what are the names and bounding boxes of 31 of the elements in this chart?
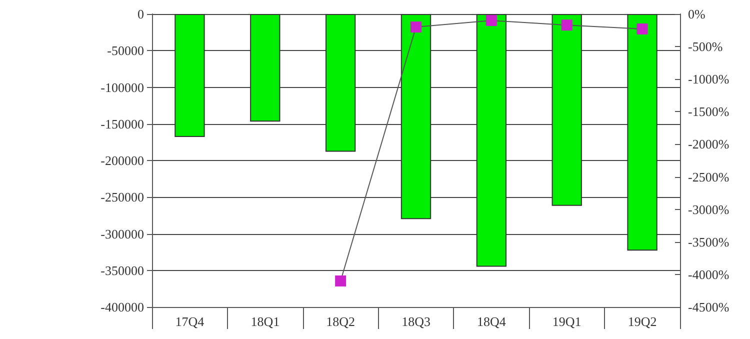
point: [636, 23, 648, 34]
y2-tick-label: -1500%: [688, 104, 730, 120]
y-tick-label: -150000: [100, 116, 144, 132]
y2-tick-label: -4000%: [688, 266, 730, 282]
x-tick-label: 17Q4: [175, 314, 205, 329]
y-tick-label: -300000: [100, 226, 144, 242]
y-tick-label: 0: [138, 6, 144, 22]
y-tick-label: -400000: [100, 300, 144, 314]
point: [486, 15, 497, 26]
x-tick-label: 18Q2: [326, 314, 356, 329]
y2-tick-label: -2000%: [688, 136, 730, 152]
x-tick-label: 18Q3: [402, 314, 430, 329]
y-tick-label: -100000: [100, 80, 144, 95]
y2-tick-label: -2500%: [688, 169, 730, 184]
y2-tick-label: -4500%: [688, 300, 730, 314]
point: [410, 22, 422, 33]
x-tick-label: 19Q2: [628, 314, 657, 329]
y-tick-label: -350000: [100, 262, 144, 278]
x-tick-label: 18Q1: [250, 314, 280, 329]
y2-tick-label: -500%: [688, 39, 723, 54]
x-tick-label: 18Q4: [476, 314, 506, 329]
y-tick-label: -50000: [107, 43, 144, 58]
x-tick-label: 19Q1: [552, 314, 582, 329]
y2-tick-label: -3000%: [688, 202, 730, 217]
point: [335, 275, 346, 286]
y2-tick-label: -3500%: [688, 234, 730, 250]
y-tick-label: -200000: [100, 153, 144, 168]
y2-tick-label: -1000%: [688, 72, 730, 87]
point: [561, 20, 572, 31]
y2-tick-label: 0%: [688, 6, 706, 22]
y-tick-label: -250000: [100, 190, 144, 205]
